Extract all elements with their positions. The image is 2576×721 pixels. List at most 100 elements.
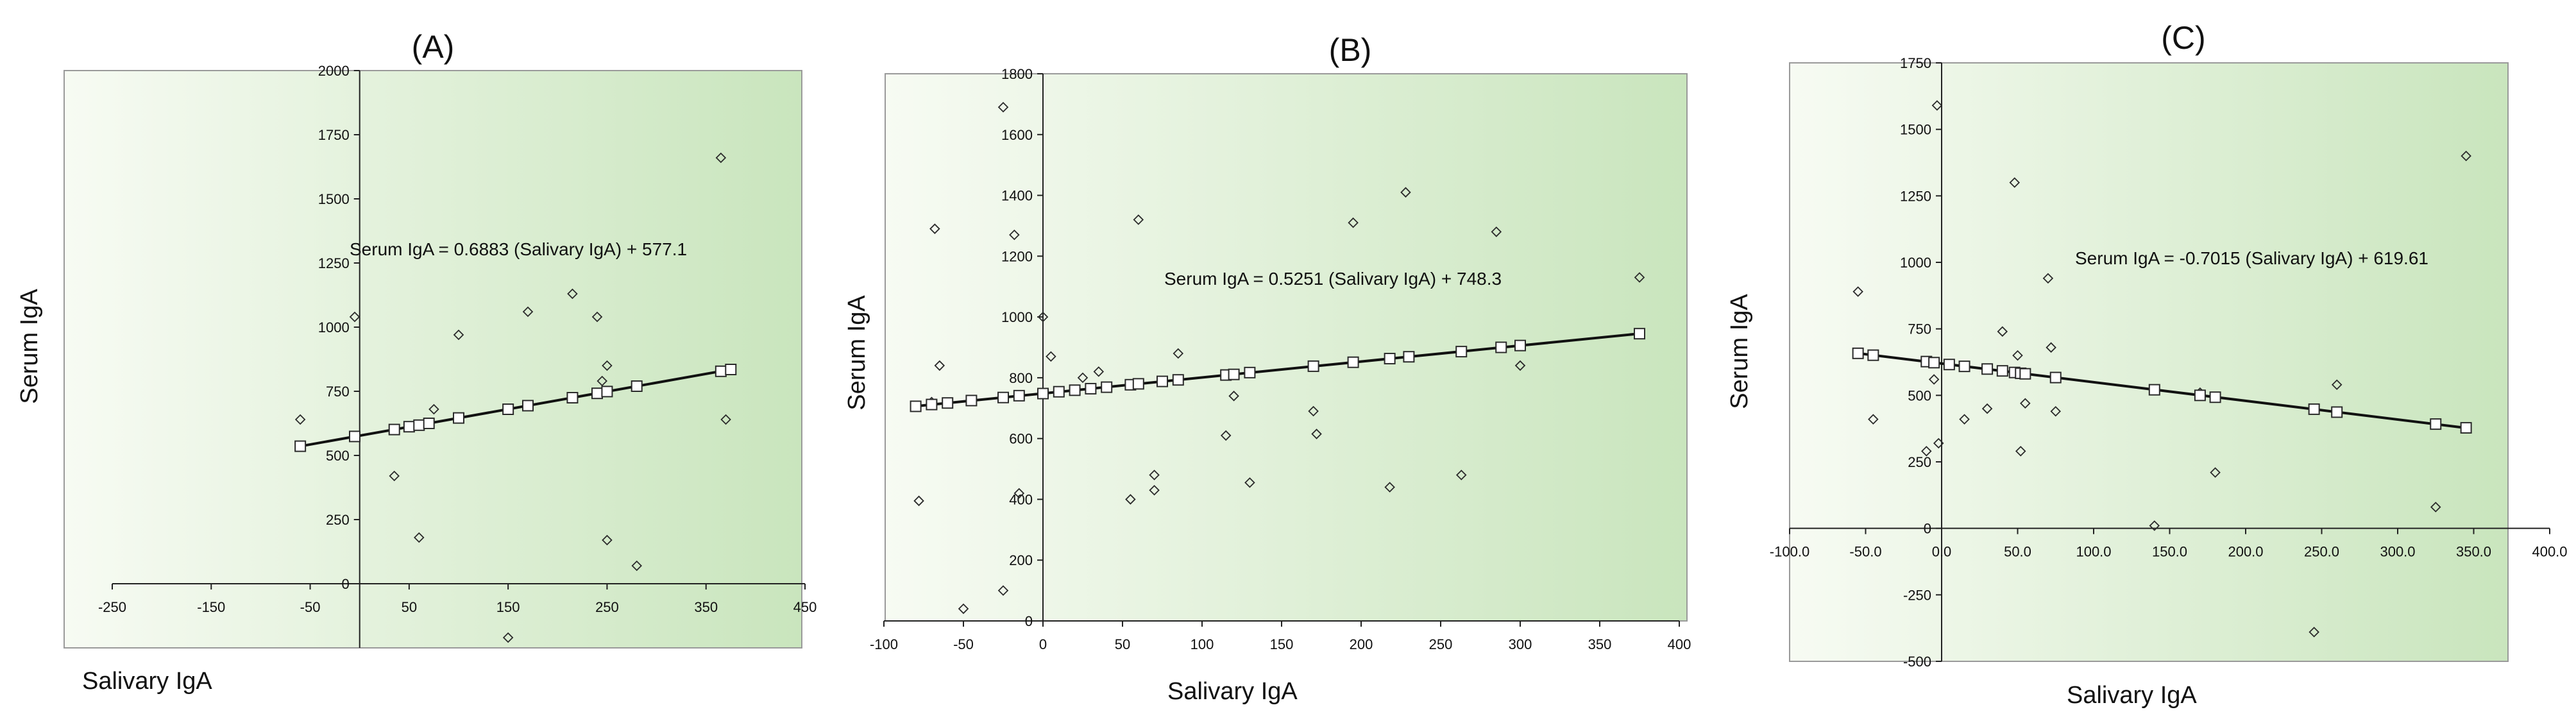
y-tick-label: 500 [326, 448, 350, 464]
predicted-point [591, 387, 603, 400]
y-tick-label: 1000 [1900, 255, 1931, 271]
y-tick-label: 0 [1025, 613, 1033, 629]
observed-point [567, 288, 578, 300]
plot-area [64, 70, 802, 649]
observed-point [1077, 372, 1089, 384]
observed-point [913, 495, 924, 507]
y-tick-label: 1750 [1900, 55, 1931, 71]
observed-point [389, 470, 400, 482]
y-axis-label: Serum IgA [16, 289, 43, 404]
observed-point [1928, 374, 1940, 385]
x-tick-label: -50.0 [1849, 544, 1881, 560]
x-tick-label: 100.0 [2076, 544, 2111, 560]
observed-point [1868, 414, 1879, 425]
observed-point [2149, 520, 2160, 531]
observed-point [2015, 446, 2026, 457]
predicted-point [1958, 360, 1970, 373]
observed-point [2020, 398, 2031, 409]
observed-point [720, 414, 731, 425]
observed-point [1173, 348, 1184, 359]
observed-point [2042, 273, 2054, 284]
predicted-point [1852, 347, 1864, 359]
observed-point [1400, 187, 1411, 198]
observed-point [997, 101, 1009, 113]
observed-point [1009, 229, 1020, 241]
observed-point [2050, 405, 2062, 417]
y-tick-label: 1000 [1001, 309, 1033, 325]
x-tick-label: 200.0 [2228, 544, 2263, 560]
observed-point [715, 152, 727, 164]
predicted-point [1943, 359, 1955, 371]
observed-point [502, 632, 514, 643]
predicted-point [1928, 357, 1940, 369]
predicted-point [631, 380, 643, 392]
x-tick-label: 0 [1039, 636, 1047, 652]
observed-point [2309, 627, 2319, 638]
x-tick-label: 100 [1191, 636, 1214, 652]
predicted-point [1403, 351, 1415, 363]
observed-point [2210, 467, 2221, 478]
predicted-point [453, 412, 464, 424]
y-tick-label: 1000 [318, 319, 350, 335]
predicted-point [566, 392, 579, 403]
observed-point [1308, 405, 1319, 417]
predicted-point [997, 391, 1009, 403]
observed-point [1244, 477, 1255, 488]
predicted-point [1101, 381, 1113, 393]
observed-point [1013, 488, 1025, 499]
predicted-point [413, 419, 425, 431]
predicted-point [1013, 389, 1025, 402]
x-tick-label: 350 [1588, 636, 1612, 652]
predicted-point [522, 400, 534, 412]
observed-point [1634, 272, 1645, 283]
observed-point [1037, 311, 1049, 323]
observed-point [414, 532, 425, 543]
panel-title: (C) [2161, 20, 2205, 56]
observed-point [1125, 494, 1136, 505]
plot-area [885, 73, 1688, 622]
observed-point [1046, 351, 1056, 362]
observed-point [597, 375, 607, 387]
predicted-point [1495, 341, 1507, 353]
y-axis-label: Serum IgA [843, 295, 870, 411]
x-tick-label: 250 [595, 599, 619, 615]
y-tick-label: 1250 [1900, 188, 1931, 204]
predicted-point [942, 397, 954, 409]
observed-point [2012, 350, 2023, 361]
x-tick-label: 250.0 [2304, 544, 2339, 560]
predicted-point [715, 365, 727, 377]
regression-equation: Serum IgA = 0.5251 (Salivary IgA) + 748.… [1164, 269, 1502, 289]
y-tick-label: 1200 [1001, 248, 1033, 264]
y-tick-label: 1600 [1001, 127, 1033, 143]
observed-point [522, 306, 534, 318]
observed-point [602, 360, 613, 371]
predicted-point [2331, 406, 2343, 418]
regression-equation: Serum IgA = 0.6883 (Salivary IgA) + 577.… [350, 239, 687, 259]
observed-point [929, 223, 940, 234]
predicted-point [1514, 339, 1526, 352]
observed-point [428, 403, 439, 415]
predicted-point [1228, 368, 1240, 380]
x-tick-label: 400.0 [2532, 544, 2567, 560]
predicted-point [926, 398, 938, 411]
observed-point [591, 311, 603, 323]
y-tick-label: 750 [1908, 321, 1931, 337]
observed-point [631, 560, 642, 572]
x-tick-label: 350.0 [2456, 544, 2491, 560]
observed-point [1852, 286, 1863, 297]
x-tick-label: 50.0 [2004, 544, 2031, 560]
observed-point [1959, 414, 1970, 425]
predicted-point [2148, 384, 2160, 396]
x-tick-label: 50 [402, 599, 417, 615]
observed-point [2046, 342, 2056, 353]
predicted-point [1085, 382, 1097, 394]
observed-point [1228, 391, 1239, 402]
x-tick-label: 350 [694, 599, 718, 615]
predicted-point [601, 386, 613, 398]
x-tick-label: -50 [953, 636, 974, 652]
x-axis-label: Salivary IgA [82, 668, 212, 695]
observed-point [2430, 502, 2441, 513]
observed-point [602, 534, 613, 546]
x-tick-label: 150 [496, 599, 520, 615]
